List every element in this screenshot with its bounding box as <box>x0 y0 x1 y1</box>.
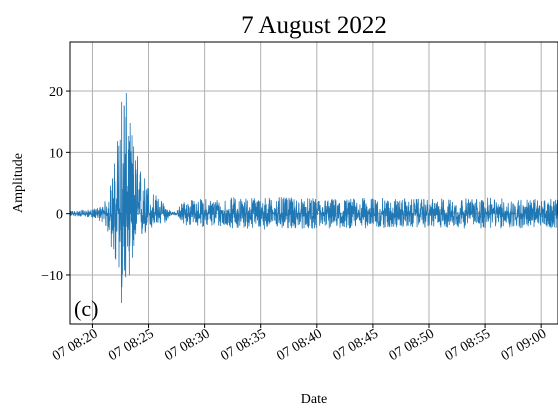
y-tick-label: −10 <box>41 269 63 284</box>
x-tick-label: 07 08:50 <box>387 326 437 364</box>
signal-line <box>69 92 558 304</box>
x-tick-label: 07 08:30 <box>162 326 212 364</box>
x-tick-label: 07 08:20 <box>50 326 100 364</box>
plot-area <box>69 41 558 325</box>
chart-title: 7 August 2022 <box>241 12 387 39</box>
y-tick-label: 10 <box>49 146 63 161</box>
y-tick-label: 0 <box>56 208 63 223</box>
signal-polyline <box>69 92 558 304</box>
x-tick-label: 07 08:35 <box>218 326 268 364</box>
grid <box>70 42 558 324</box>
y-tick-label: 20 <box>49 85 63 100</box>
x-tick-label: 07 08:25 <box>106 326 156 364</box>
x-tick-label: 07 08:40 <box>275 326 325 364</box>
x-tick-label: 07 08:45 <box>331 326 381 364</box>
panel-label: (c) <box>74 296 98 321</box>
x-tick-label: 07 09:00 <box>499 326 549 364</box>
x-tick-label: 07 08:55 <box>443 326 493 364</box>
x-axis-label: Date <box>301 392 327 407</box>
y-axis-label: Amplitude <box>11 153 26 213</box>
